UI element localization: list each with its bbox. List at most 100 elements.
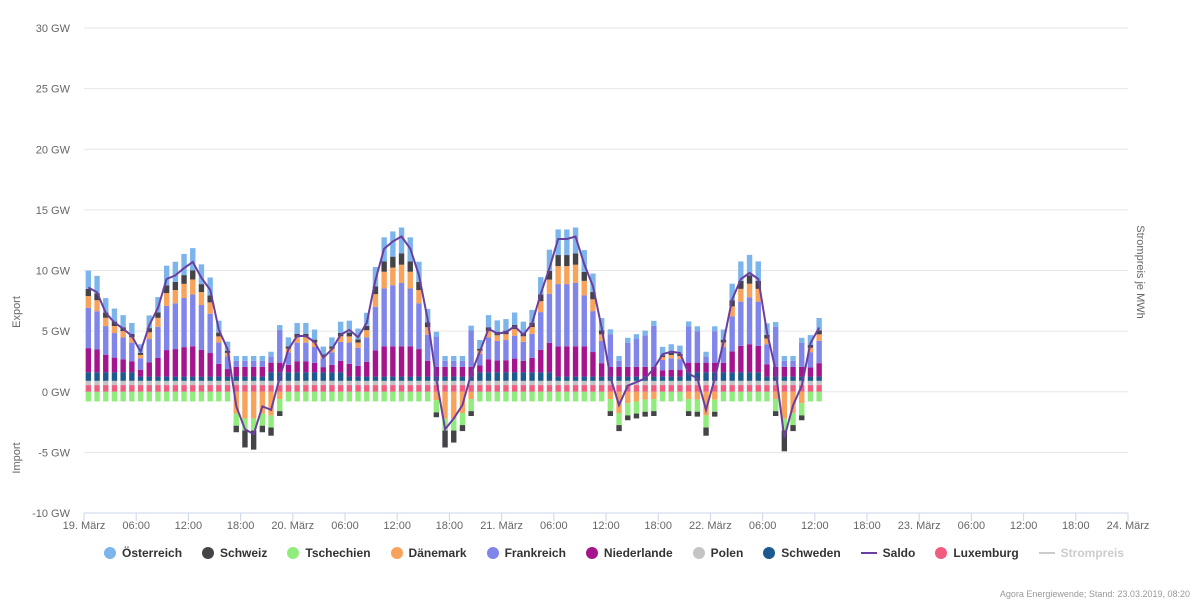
bar-tschechien: [494, 391, 500, 402]
bar-schweden: [494, 372, 500, 381]
bar-tschechien: [277, 399, 283, 412]
bar-österreich: [564, 229, 570, 256]
legend-item-tschechien[interactable]: Tschechien: [287, 546, 371, 560]
bar-schweiz: [607, 411, 614, 416]
bar-tschechien: [337, 391, 344, 402]
bar-niederlande: [616, 366, 622, 377]
saldo-line: [87, 235, 821, 439]
legend-item-polen[interactable]: Polen: [692, 546, 743, 560]
bar-luxemburg: [746, 385, 753, 392]
bar-polen: [364, 380, 370, 386]
legend-item-niederlande[interactable]: Niederlande: [585, 546, 673, 560]
legend-swatch: [104, 547, 116, 559]
bar-niederlande: [268, 362, 274, 373]
bar-frankreich: [442, 360, 448, 367]
bar-luxemburg: [111, 385, 118, 392]
bar-polen: [233, 380, 239, 386]
bar-schweden: [503, 372, 509, 381]
bar-österreich: [538, 277, 544, 295]
bar-dänemark: [137, 354, 144, 359]
bar-niederlande: [163, 350, 170, 377]
bar-österreich: [198, 264, 205, 285]
bar-frankreich: [355, 347, 361, 366]
bar-schweiz: [372, 286, 379, 295]
legend-item-dänemark[interactable]: Dänemark: [390, 546, 467, 560]
bar-niederlande: [799, 366, 805, 377]
bar-schweden: [677, 376, 683, 381]
bar-dänemark: [120, 331, 126, 338]
bar-niederlande: [294, 361, 300, 373]
bar-schweiz: [181, 275, 187, 284]
bar-luxemburg: [303, 385, 309, 392]
bar-schweiz: [555, 255, 561, 267]
bar-dänemark: [346, 336, 353, 343]
bar-österreich: [259, 355, 266, 361]
bar-schweden: [172, 376, 179, 381]
bar-niederlande: [181, 347, 187, 377]
bar-schweiz: [755, 281, 761, 289]
bar-tschechien: [616, 412, 622, 426]
bar-frankreich: [259, 360, 266, 367]
bar-frankreich: [538, 312, 544, 350]
bar-tschechien: [816, 391, 822, 402]
bar-luxemburg: [416, 385, 422, 392]
bar-frankreich: [303, 342, 309, 362]
legend-item-luxemburg[interactable]: Luxemburg: [935, 546, 1019, 560]
bar-polen: [572, 380, 579, 386]
bar-schweden: [337, 372, 344, 381]
bar-österreich: [694, 326, 701, 332]
bar-schweiz: [668, 352, 674, 355]
bar-österreich: [616, 355, 622, 361]
bar-luxemburg: [372, 385, 379, 392]
bar-polen: [181, 380, 187, 386]
legend-item-frankreich[interactable]: Frankreich: [486, 546, 566, 560]
bar-luxemburg: [720, 385, 727, 392]
bar-schweiz: [459, 425, 466, 432]
bar-dänemark: [364, 330, 370, 338]
bar-schweiz: [738, 281, 744, 289]
bar-tschechien: [364, 391, 370, 402]
x-axis: 19. März 06:00 12:00 18:00 20. März 06:00 12:0…: [63, 513, 1149, 532]
bar-tschechien: [468, 399, 474, 412]
bar-dänemark: [668, 354, 674, 359]
bar-dänemark: [625, 391, 631, 404]
bar-dänemark: [85, 296, 92, 308]
bar-niederlande: [511, 358, 518, 373]
bar-niederlande: [494, 360, 500, 373]
bar-luxemburg: [764, 385, 770, 392]
bar-österreich: [468, 325, 474, 331]
bar-frankreich: [268, 356, 274, 363]
bar-polen: [503, 380, 509, 386]
bar-schweden: [129, 372, 135, 381]
legend-item-österreich[interactable]: Österreich: [104, 546, 182, 560]
bar-schweden: [285, 372, 292, 381]
saldo-line-path: [87, 235, 821, 439]
bar-österreich: [755, 261, 761, 282]
bar-tschechien: [755, 391, 761, 402]
bar-luxemburg: [590, 385, 596, 392]
legend-item-saldo[interactable]: Saldo: [860, 546, 915, 560]
bar-polen: [694, 380, 701, 386]
bar-frankreich: [607, 334, 614, 367]
bar-frankreich: [703, 356, 709, 363]
bar-niederlande: [364, 361, 370, 377]
bar-österreich: [485, 315, 492, 328]
bar-schweden: [268, 372, 274, 381]
legend-item-strompreis[interactable]: Strompreis: [1038, 546, 1124, 560]
bar-luxemburg: [642, 385, 648, 392]
bar-tschechien: [137, 391, 144, 402]
bar-luxemburg: [503, 385, 509, 392]
bar-schweiz: [85, 288, 92, 297]
bar-luxemburg: [442, 385, 448, 392]
bar-polen: [538, 380, 544, 386]
bar-frankreich: [494, 340, 500, 361]
legend-item-schweiz[interactable]: Schweiz: [202, 546, 267, 560]
bar-österreich: [790, 355, 796, 361]
bar-dänemark: [790, 391, 796, 413]
bar-frankreich: [285, 352, 292, 365]
legend-item-schweden[interactable]: Schweden: [763, 546, 841, 560]
bar-luxemburg: [233, 385, 239, 392]
bar-polen: [738, 380, 744, 386]
bar-frankreich: [398, 282, 405, 347]
